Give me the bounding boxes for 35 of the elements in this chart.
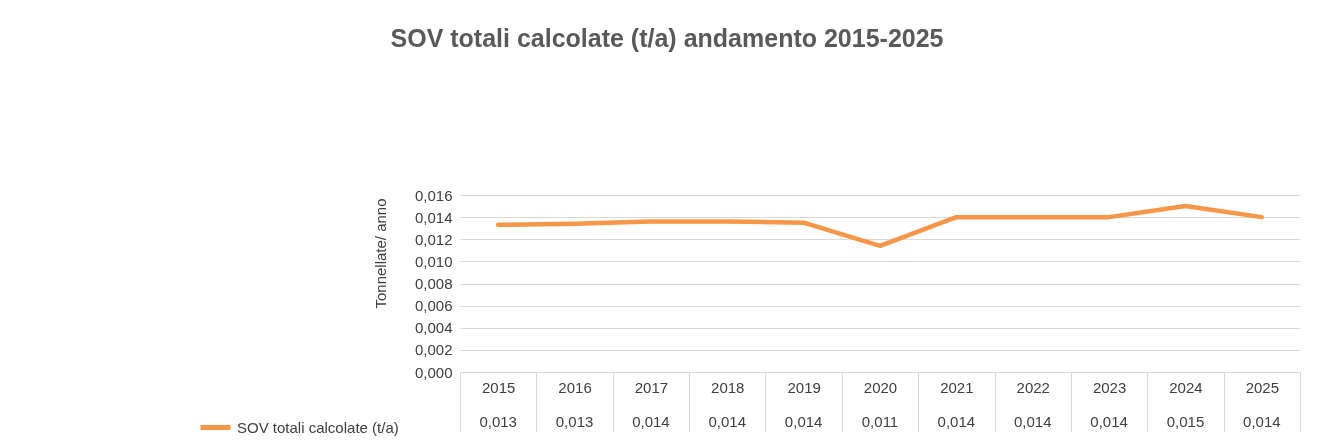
y-tick-label: 0,000 bbox=[414, 363, 453, 381]
y-axis-title: Tonnellate/ anno bbox=[371, 198, 389, 309]
x-tick-label: 2024 bbox=[1169, 378, 1203, 396]
data-label: 0,014 bbox=[632, 413, 670, 430]
x-tick-label: 2021 bbox=[940, 378, 974, 396]
data-label: 0,013 bbox=[555, 413, 594, 430]
data-label: 0,014 bbox=[937, 413, 976, 430]
x-tick-label: 2017 bbox=[634, 378, 669, 396]
x-tick-label: 2023 bbox=[1092, 378, 1127, 396]
y-tick-label: 0,016 bbox=[414, 186, 453, 204]
data-label: 0,013 bbox=[479, 413, 517, 430]
y-tick-label: 0,008 bbox=[414, 275, 453, 292]
data-label: 0,014 bbox=[1243, 413, 1281, 430]
data-label: 0,015 bbox=[1166, 413, 1205, 430]
y-tick-label: 0,014 bbox=[414, 208, 453, 226]
y-tick-label: 0,006 bbox=[414, 297, 453, 315]
x-tick-label: 2022 bbox=[1016, 378, 1050, 396]
x-tick-label: 2025 bbox=[1245, 378, 1280, 396]
line-series bbox=[495, 203, 1265, 249]
y-tick-label: 0,004 bbox=[414, 319, 453, 337]
y-tick-label: 0,002 bbox=[414, 341, 453, 359]
data-label: 0,011 bbox=[861, 413, 899, 430]
y-tick-label: 0,012 bbox=[414, 230, 453, 248]
y-tick-label: 0,010 bbox=[414, 252, 453, 270]
x-tick-label: 2016 bbox=[558, 378, 592, 396]
x-tick-label: 2015 bbox=[481, 378, 516, 396]
chart-title: SOV totali calcolate (t/a) andamento 2015-2025 bbox=[390, 24, 944, 52]
x-tick-label: 2020 bbox=[863, 378, 898, 396]
x-tick-label: 2018 bbox=[711, 378, 745, 396]
data-label: 0,014 bbox=[1013, 413, 1052, 430]
data-label: 0,014 bbox=[708, 413, 747, 430]
legend-label: SOV totali calcolate (t/a) bbox=[237, 418, 399, 436]
data-label: 0,014 bbox=[784, 413, 823, 430]
data-label: 0,014 bbox=[1090, 413, 1128, 430]
x-tick-label: 2019 bbox=[787, 378, 821, 396]
